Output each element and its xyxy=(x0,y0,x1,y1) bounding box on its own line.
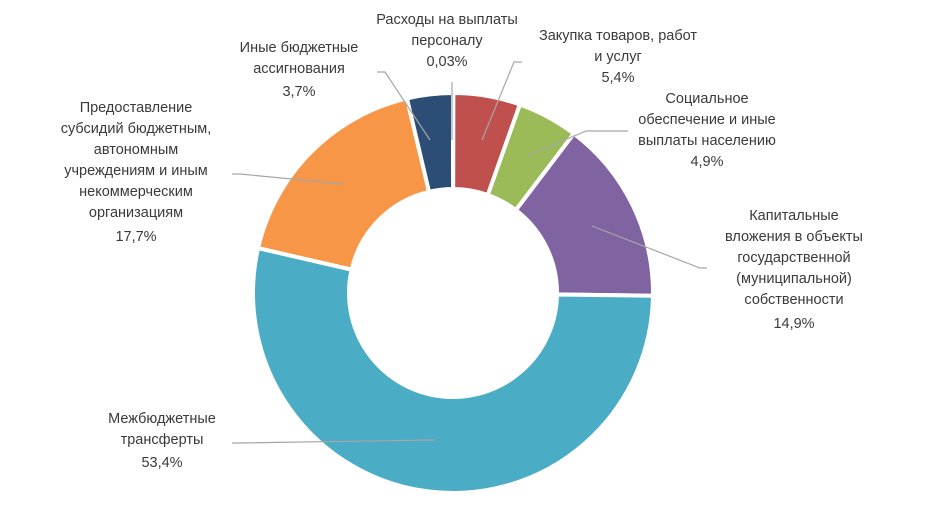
leader-line-subsidies xyxy=(232,173,345,185)
category-label-subsidies: Предоставление субсидий бюджетным, автоном… xyxy=(61,100,212,221)
category-label-capital: Капитальные вложения в объекты государстве… xyxy=(725,208,863,308)
category-label-procurement: Закупка товаров, работ и услуг xyxy=(539,28,697,65)
slice-intergovernmental xyxy=(251,245,656,495)
leader-line-other-allocations xyxy=(377,71,431,141)
value-label-other-allocations: 3,7% xyxy=(282,84,315,100)
leader-lines-layer xyxy=(232,61,707,444)
leader-line-intergovernmental xyxy=(232,439,436,444)
value-label-intergovernmental: 53,4% xyxy=(141,455,182,471)
leader-line-procurement xyxy=(481,61,522,141)
leader-line-social xyxy=(526,130,628,157)
value-label-capital: 14,9% xyxy=(773,316,814,332)
category-label-social: Социальное обеспечение и иные выплаты насе… xyxy=(638,91,776,149)
value-label-procurement: 5,4% xyxy=(601,70,634,86)
value-label-subsidies: 17,7% xyxy=(115,229,156,245)
slices-layer xyxy=(251,90,656,495)
category-label-personnel: Расходы на выплаты персоналу xyxy=(376,12,518,49)
leader-line-capital xyxy=(591,225,707,269)
labels-layer: Расходы на выплаты персоналу 0,03% Закупка … xyxy=(61,12,863,471)
value-label-social: 4,9% xyxy=(690,154,723,170)
category-label-intergovernmental: Межбюджетные трансферты xyxy=(108,411,216,448)
value-label-personnel: 0,03% xyxy=(426,54,467,70)
slice-other-allocations xyxy=(404,90,455,195)
category-label-other-allocations: Иные бюджетные ассигнования xyxy=(240,40,359,77)
